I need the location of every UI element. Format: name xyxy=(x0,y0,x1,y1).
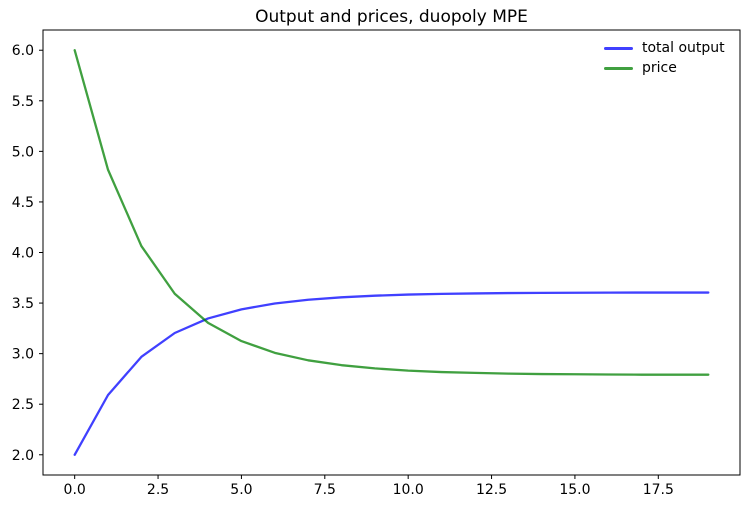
y-tick-label: 2.0 xyxy=(12,448,34,464)
x-tick-label: 17.5 xyxy=(643,482,674,498)
legend-line-sample-price xyxy=(604,66,633,70)
plot-border xyxy=(42,29,741,476)
x-tick-label: 0.0 xyxy=(64,482,86,498)
legend-item-total-output: total output xyxy=(604,38,725,58)
y-tick-label: 3.0 xyxy=(12,347,34,363)
y-tick-label: 2.5 xyxy=(12,397,34,413)
series-line-price xyxy=(73,49,710,376)
legend: total output price xyxy=(604,38,725,78)
x-tick-label: 7.5 xyxy=(314,482,336,498)
x-tick-label: 12.5 xyxy=(476,482,507,498)
y-tick-label: 4.0 xyxy=(12,246,34,262)
x-tick-label: 15.0 xyxy=(559,482,590,498)
legend-label-total-output: total output xyxy=(642,40,725,56)
y-tick-label: 5.0 xyxy=(12,144,34,160)
chart-title: Output and prices, duopoly MPE xyxy=(255,7,528,27)
y-tick-label: 4.5 xyxy=(12,195,34,211)
y-tick-label: 6.0 xyxy=(12,43,34,59)
y-tick-label: 5.5 xyxy=(12,94,34,110)
y-tick-label: 3.5 xyxy=(12,296,34,312)
x-tick-label: 2.5 xyxy=(147,482,169,498)
legend-item-price: price xyxy=(604,58,725,78)
legend-line-sample-total-output xyxy=(604,46,633,50)
series-line-total-output xyxy=(73,291,710,456)
x-tick-label: 5.0 xyxy=(230,482,252,498)
legend-label-price: price xyxy=(642,60,677,76)
x-tick-label: 10.0 xyxy=(393,482,424,498)
